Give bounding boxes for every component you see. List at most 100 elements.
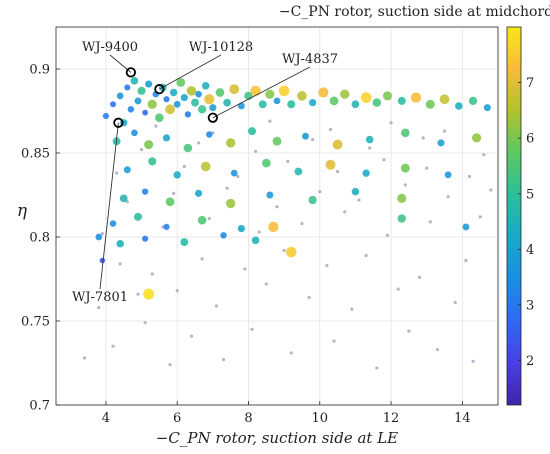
data-point [340,89,350,99]
data-point [142,235,149,242]
data-point [248,127,257,136]
data-point [95,233,103,241]
background-point [139,148,144,152]
background-point [453,300,457,305]
background-point [425,166,429,170]
background-point [136,292,140,296]
data-point [266,191,274,199]
data-point [201,82,210,90]
data-point [265,89,275,99]
background-point [478,215,482,219]
data-point [195,189,203,197]
data-point [142,109,148,116]
data-point [444,171,452,179]
background-point [168,363,172,367]
background-point [307,295,311,300]
data-point [410,92,422,103]
background-point [464,258,468,263]
data-point [439,94,450,105]
background-point [350,307,354,311]
annotation-leader-line [212,66,311,119]
data-point [173,100,181,108]
data-point [116,239,124,248]
data-point [204,94,215,105]
background-point [286,159,290,163]
y-tick-label: 0.85 [21,147,50,162]
data-point [116,92,124,100]
data-point [297,91,307,101]
x-tick-label: 6 [173,411,181,426]
data-point [400,163,410,173]
background-point [357,198,361,202]
background-point [268,119,272,123]
background-point [196,141,201,145]
data-point [251,236,260,245]
data-point [425,99,435,109]
background-point [471,359,475,363]
background-point [200,257,204,261]
y-tick-label: 0.8 [29,231,50,246]
background-point [289,351,293,355]
background-point [332,339,336,343]
data-point [173,171,181,179]
background-point [143,321,147,325]
background-point [435,347,440,352]
background-point [300,221,304,226]
data-point [220,232,227,239]
background-point [175,289,179,293]
data-point [272,136,282,146]
data-point [180,238,189,246]
data-point [397,96,406,105]
background-point [207,216,211,221]
data-point [437,139,445,147]
background-point [243,267,247,271]
data-point [397,193,407,203]
data-point [209,104,217,112]
data-point [163,96,170,103]
background-point [225,186,229,190]
data-point [200,161,211,172]
background-point [311,137,315,142]
data-point [294,167,303,176]
x-tick-label: 4 [102,411,110,426]
background-point [343,210,347,214]
background-point [442,129,447,133]
x-axis-ticks: 4 6 8 10 12 14 [102,401,471,426]
colorbar-tick-label: 4 [526,243,534,258]
data-point [308,195,317,205]
background-point [335,169,340,174]
annotation-label: WJ-7801 [72,290,128,305]
data-point [137,86,146,95]
background-point [82,356,87,360]
data-point [186,86,197,96]
annotation-marker [113,117,124,128]
data-point [318,87,329,98]
data-point [382,91,393,101]
data-point [287,100,296,109]
background-point [396,287,400,291]
data-point [198,105,207,114]
data-point [258,100,267,109]
colorbar-tick-label: 7 [526,76,534,91]
background-point [182,164,186,169]
data-point [130,76,139,85]
data-point [183,143,193,153]
data-point [155,113,164,123]
data-point [180,93,188,102]
background-point [385,233,390,237]
background-point [382,158,386,162]
data-point [176,78,186,87]
data-point [268,221,279,233]
annotation-marker [125,67,136,78]
annotation-label: WJ-4837 [282,52,338,67]
colorbar-ticks: 2 3 4 5 6 7 [518,76,534,369]
background-point [417,275,422,279]
background-point [421,136,425,140]
background-point [368,146,372,150]
data-point [124,84,131,91]
background-point [236,174,240,179]
background-points [82,119,493,370]
data-point [237,224,245,233]
annotation-leader-line [99,122,119,290]
